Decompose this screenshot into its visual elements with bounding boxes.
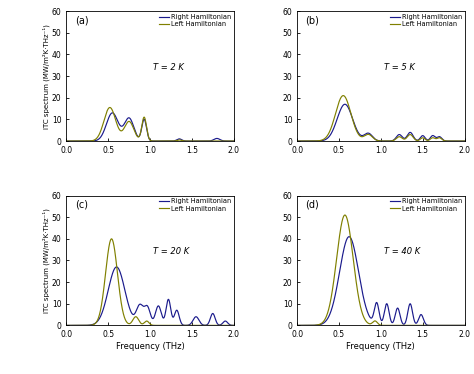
Left Hamiltonian	[82, 139, 88, 143]
Right Hamiltonian	[210, 312, 215, 316]
Left Hamiltonian	[128, 120, 133, 125]
Left Hamiltonian	[313, 139, 319, 143]
Right Hamiltonian	[114, 265, 119, 269]
Line: Right Hamiltonian: Right Hamiltonian	[297, 104, 465, 141]
Right Hamiltonian	[462, 139, 467, 143]
Right Hamiltonian	[228, 323, 233, 327]
Left Hamiltonian	[359, 308, 365, 313]
Right Hamiltonian	[135, 134, 141, 138]
Right Hamiltonian	[342, 102, 348, 107]
Line: Left Hamiltonian: Left Hamiltonian	[66, 239, 234, 325]
Left Hamiltonian	[366, 132, 372, 137]
Right Hamiltonian	[109, 111, 115, 115]
Left Hamiltonian	[64, 139, 69, 143]
Left Hamiltonian	[440, 323, 446, 328]
Right Hamiltonian	[210, 138, 215, 142]
Line: Left Hamiltonian: Left Hamiltonian	[297, 96, 465, 141]
Left Hamiltonian	[135, 316, 141, 321]
Right Hamiltonian	[323, 318, 329, 323]
Left Hamiltonian	[342, 213, 348, 217]
Right Hamiltonian	[92, 138, 98, 143]
Left Hamiltonian	[231, 139, 237, 143]
Left Hamiltonian	[109, 237, 114, 241]
Left Hamiltonian	[210, 139, 215, 143]
Right Hamiltonian	[82, 323, 88, 328]
X-axis label: Frequency (THz): Frequency (THz)	[116, 342, 184, 351]
Line: Right Hamiltonian: Right Hamiltonian	[66, 267, 234, 325]
Right Hamiltonian	[359, 285, 365, 290]
Line: Right Hamiltonian: Right Hamiltonian	[297, 237, 465, 325]
Right Hamiltonian	[346, 234, 352, 239]
Left Hamiltonian	[294, 139, 300, 143]
Y-axis label: ITC spectrum (MW/m²K·THz⁻¹): ITC spectrum (MW/m²K·THz⁻¹)	[43, 208, 50, 313]
Line: Left Hamiltonian: Left Hamiltonian	[66, 107, 234, 141]
Left Hamiltonian	[440, 138, 446, 142]
Right Hamiltonian	[294, 139, 300, 143]
Right Hamiltonian	[366, 313, 372, 317]
Right Hamiltonian	[128, 309, 133, 313]
Right Hamiltonian	[440, 138, 446, 142]
Left Hamiltonian	[366, 321, 372, 326]
Text: T = 5 K: T = 5 K	[384, 63, 415, 72]
Text: (b): (b)	[306, 15, 319, 25]
Right Hamiltonian	[231, 323, 237, 328]
Left Hamiltonian	[82, 323, 88, 328]
Right Hamiltonian	[313, 323, 319, 327]
Left Hamiltonian	[135, 135, 141, 139]
Text: T = 40 K: T = 40 K	[384, 248, 420, 257]
Left Hamiltonian	[92, 137, 98, 142]
Left Hamiltonian	[128, 321, 133, 325]
Left Hamiltonian	[64, 323, 69, 328]
Right Hamiltonian	[294, 323, 300, 328]
Text: (a): (a)	[75, 15, 88, 25]
Right Hamiltonian	[231, 139, 237, 143]
Left Hamiltonian	[462, 323, 467, 328]
Left Hamiltonian	[228, 139, 233, 143]
Left Hamiltonian	[313, 323, 319, 327]
Right Hamiltonian	[128, 117, 133, 122]
Left Hamiltonian	[323, 315, 329, 319]
Right Hamiltonian	[323, 137, 329, 141]
Text: T = 2 K: T = 2 K	[154, 63, 184, 72]
Legend: Right Hamiltonian, Left Hamiltonian: Right Hamiltonian, Left Hamiltonian	[158, 197, 232, 212]
Left Hamiltonian	[458, 323, 464, 328]
Right Hamiltonian	[313, 139, 319, 143]
Text: (c): (c)	[75, 199, 88, 209]
Right Hamiltonian	[228, 139, 233, 143]
Right Hamiltonian	[458, 323, 464, 328]
Right Hamiltonian	[92, 321, 98, 325]
Right Hamiltonian	[462, 323, 467, 328]
Text: (d): (d)	[306, 199, 319, 209]
Right Hamiltonian	[135, 305, 141, 309]
Right Hamiltonian	[82, 139, 88, 143]
Left Hamiltonian	[210, 323, 215, 328]
Left Hamiltonian	[359, 134, 365, 139]
Legend: Right Hamiltonian, Left Hamiltonian: Right Hamiltonian, Left Hamiltonian	[158, 13, 232, 28]
Left Hamiltonian	[294, 323, 300, 328]
Left Hamiltonian	[228, 323, 233, 328]
Right Hamiltonian	[64, 323, 69, 328]
Right Hamiltonian	[458, 139, 464, 143]
Text: T = 20 K: T = 20 K	[154, 248, 190, 257]
Left Hamiltonian	[92, 321, 98, 325]
Line: Left Hamiltonian: Left Hamiltonian	[297, 215, 465, 325]
Left Hamiltonian	[107, 105, 113, 110]
Left Hamiltonian	[323, 135, 329, 140]
Legend: Right Hamiltonian, Left Hamiltonian: Right Hamiltonian, Left Hamiltonian	[389, 197, 463, 212]
Line: Right Hamiltonian: Right Hamiltonian	[66, 113, 234, 141]
Left Hamiltonian	[340, 94, 346, 98]
Legend: Right Hamiltonian, Left Hamiltonian: Right Hamiltonian, Left Hamiltonian	[389, 13, 463, 28]
Right Hamiltonian	[366, 131, 372, 135]
Y-axis label: ITC spectrum (MW/m²K·THz⁻¹): ITC spectrum (MW/m²K·THz⁻¹)	[43, 24, 50, 129]
Right Hamiltonian	[440, 323, 446, 328]
Left Hamiltonian	[462, 139, 467, 143]
Left Hamiltonian	[231, 323, 237, 328]
Left Hamiltonian	[458, 139, 464, 143]
Right Hamiltonian	[359, 133, 365, 138]
X-axis label: Frequency (THz): Frequency (THz)	[346, 342, 415, 351]
Right Hamiltonian	[64, 139, 69, 143]
